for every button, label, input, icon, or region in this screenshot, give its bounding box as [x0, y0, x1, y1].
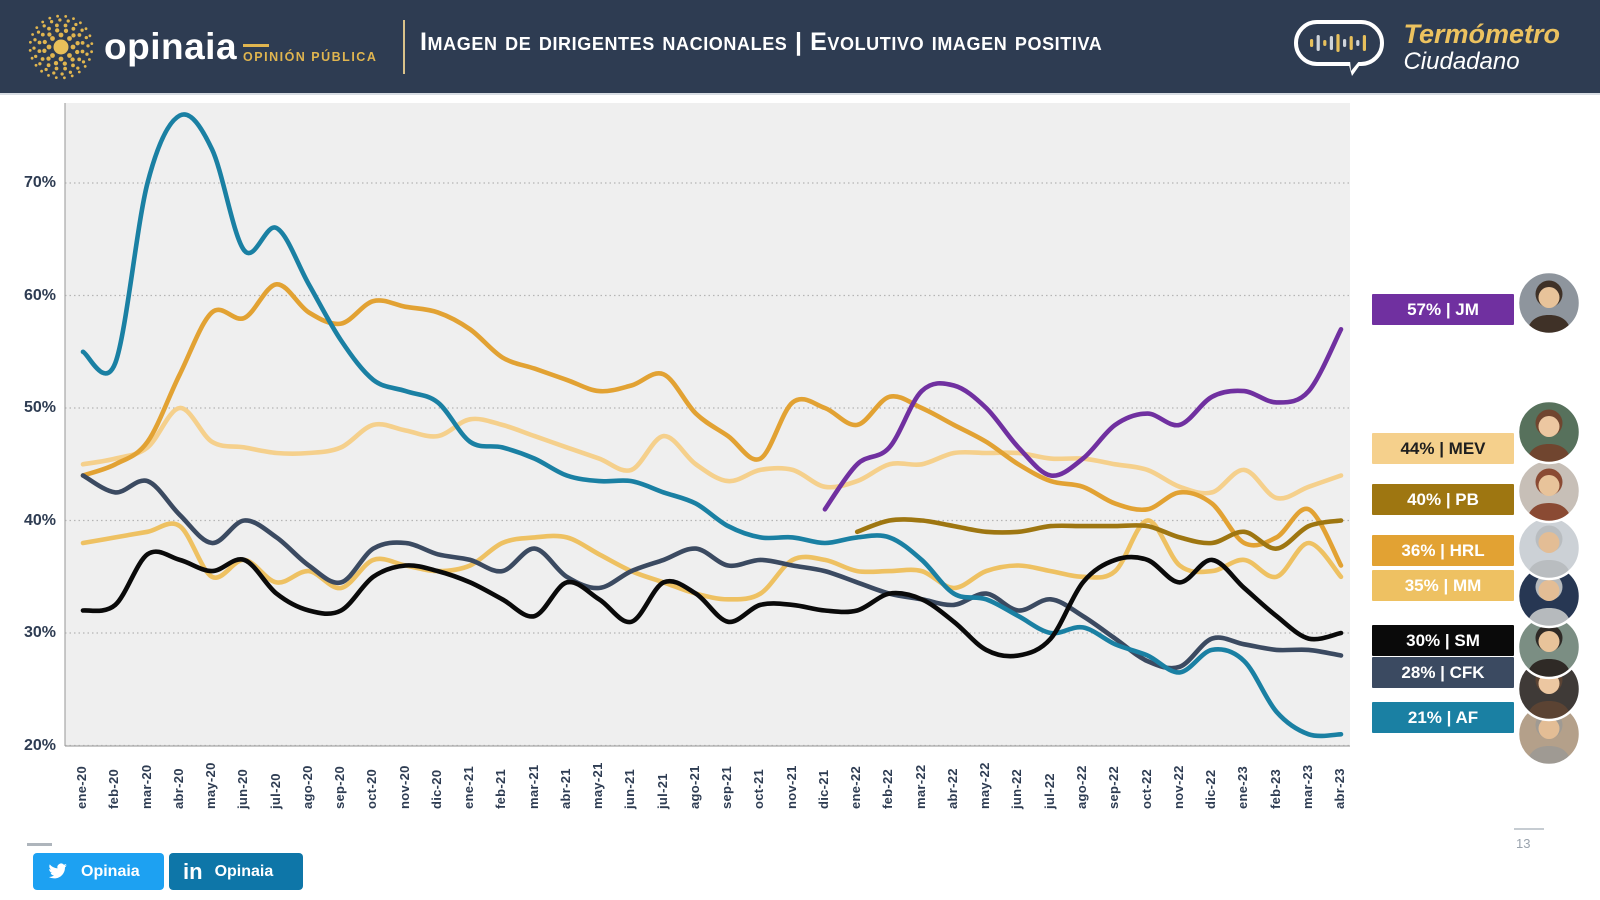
x-tick-sep-21: sep-21 — [719, 766, 735, 809]
brand-name-line2: Ciudadano — [1403, 47, 1520, 75]
x-tick-dic-22: dic-22 — [1203, 769, 1218, 809]
y-tick-70: 70% — [23, 174, 56, 191]
logo-dash — [243, 44, 270, 47]
x-tick-abr-22: abr-22 — [944, 768, 960, 809]
x-tick-dic-20: dic-20 — [428, 769, 444, 809]
x-tick-mar-23: mar-23 — [1299, 764, 1315, 809]
twitter-button[interactable]: Opinaia — [33, 853, 164, 890]
opinaia-sunburst-icon — [28, 14, 94, 80]
speech-bubble-icon — [1294, 20, 1385, 76]
legend-chip-af: 21% | AF — [1372, 702, 1514, 733]
avatar-mev — [1516, 399, 1582, 470]
x-tick-ene-21: ene-21 — [461, 766, 477, 809]
avatar-pb — [1516, 458, 1582, 529]
x-tick-jun-22: jun-22 — [1009, 768, 1025, 809]
x-tick-may-20: may-20 — [203, 762, 218, 809]
x-tick-oct-22: oct-22 — [1138, 768, 1154, 809]
header-bar: opinaia OPINIÓN PÚBLICA Imagen de dirige… — [0, 0, 1600, 95]
x-tick-abr-20: abr-20 — [170, 768, 186, 809]
twitter-button-label: Opinaia — [81, 862, 140, 880]
avatar-jm — [1516, 270, 1582, 341]
twitter-bird-icon — [48, 862, 67, 878]
series-line-af — [80, 112, 1344, 739]
x-tick-ago-20: ago-20 — [299, 765, 315, 809]
legend-chip-cfk: 28% | CFK — [1372, 657, 1514, 688]
opinaia-logo: opinaia OPINIÓN PÚBLICA — [28, 14, 377, 80]
series-line-hrl — [80, 282, 1344, 568]
x-tick-feb-21: feb-21 — [493, 768, 509, 809]
page-number: 13 — [1516, 836, 1531, 851]
x-tick-ene-23: ene-23 — [1235, 766, 1251, 809]
x-tick-nov-22: nov-22 — [1170, 765, 1186, 809]
x-tick-nov-21: nov-21 — [783, 765, 799, 809]
y-tick-50: 50% — [23, 399, 56, 416]
x-tick-jul-21: jul-21 — [654, 773, 670, 809]
avatar-mm — [1516, 563, 1582, 634]
series-line-mev — [80, 405, 1344, 501]
x-tick-oct-21: oct-21 — [751, 768, 767, 809]
x-tick-ene-20: ene-20 — [74, 766, 89, 809]
x-tick-feb-20: feb-20 — [106, 768, 122, 809]
x-tick-mar-20: mar-20 — [138, 764, 154, 809]
y-tick-40: 40% — [23, 511, 56, 529]
x-tick-may-21: may-21 — [590, 762, 606, 809]
page-title: Imagen de dirigentes nacionales | Evolut… — [420, 28, 1103, 56]
x-tick-jun-20: jun-20 — [235, 768, 251, 809]
avatar-hrl — [1516, 515, 1582, 586]
x-tick-ago-22: ago-22 — [1073, 765, 1089, 809]
termometro-brand: Termómetro Ciudadano — [1292, 14, 1560, 80]
x-tick-oct-20: oct-20 — [364, 768, 380, 809]
x-tick-dic-21: dic-21 — [815, 769, 831, 809]
linkedin-button-label: Opinaia — [214, 862, 274, 880]
x-tick-jul-20: jul-20 — [267, 773, 283, 809]
x-tick-jul-22: jul-22 — [1041, 773, 1057, 809]
logo-subtitle: OPINIÓN PÚBLICA — [243, 50, 378, 64]
logo-wordmark: opinaia — [104, 26, 238, 67]
series-line-sm — [80, 549, 1344, 659]
x-tick-sep-22: sep-22 — [1106, 766, 1122, 809]
legend-chip-pb: 40% | PB — [1372, 484, 1514, 515]
footer-divider-right — [1514, 828, 1544, 830]
legend-chip-mm: 35% | MM — [1372, 570, 1514, 601]
x-tick-feb-22: feb-22 — [880, 768, 896, 809]
legend-chip-sm: 30% | SM — [1372, 625, 1514, 656]
avatar-sm — [1516, 614, 1582, 685]
x-tick-sep-20: sep-20 — [332, 766, 348, 809]
x-tick-may-22: may-22 — [977, 762, 993, 809]
x-tick-feb-23: feb-23 — [1267, 768, 1283, 809]
x-tick-mar-22: mar-22 — [912, 764, 928, 809]
x-tick-abr-21: abr-21 — [557, 768, 573, 809]
title-separator — [403, 20, 405, 74]
x-tick-abr-23: abr-23 — [1332, 768, 1347, 809]
series-line-mm — [80, 518, 1344, 602]
legend-chip-jm: 57% | JM — [1372, 294, 1514, 325]
y-tick-20: 20% — [23, 736, 56, 754]
x-tick-ene-22: ene-22 — [848, 766, 864, 809]
series-line-jm — [822, 327, 1344, 512]
x-tick-ago-21: ago-21 — [686, 765, 702, 809]
y-tick-60: 60% — [23, 286, 56, 304]
brand-name-line1: Termómetro — [1403, 19, 1560, 50]
x-tick-nov-20: nov-20 — [396, 765, 412, 809]
footer-divider-left — [27, 843, 52, 846]
x-tick-jun-21: jun-21 — [622, 768, 638, 809]
y-tick-30: 30% — [23, 624, 56, 641]
x-tick-mar-21: mar-21 — [525, 764, 541, 809]
linkedin-icon: in — [183, 858, 203, 884]
legend-chip-mev: 44% | MEV — [1372, 433, 1514, 464]
series-line-pb — [854, 517, 1344, 551]
linkedin-button[interactable]: in Opinaia — [169, 853, 303, 890]
legend-chip-hrl: 36% | HRL — [1372, 535, 1514, 566]
